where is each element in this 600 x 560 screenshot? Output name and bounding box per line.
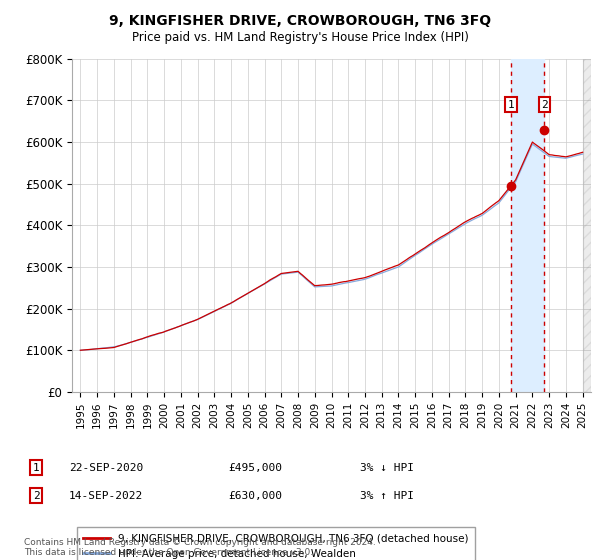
Text: 3% ↑ HPI: 3% ↑ HPI — [360, 491, 414, 501]
Text: 22-SEP-2020: 22-SEP-2020 — [69, 463, 143, 473]
Text: £495,000: £495,000 — [228, 463, 282, 473]
Text: 1: 1 — [508, 100, 514, 110]
Text: £630,000: £630,000 — [228, 491, 282, 501]
Text: 2: 2 — [541, 100, 548, 110]
Legend: 9, KINGFISHER DRIVE, CROWBOROUGH, TN6 3FQ (detached house), HPI: Average price, : 9, KINGFISHER DRIVE, CROWBOROUGH, TN6 3F… — [77, 528, 475, 560]
Text: 3% ↓ HPI: 3% ↓ HPI — [360, 463, 414, 473]
Text: 2: 2 — [32, 491, 40, 501]
Bar — [511, 59, 544, 392]
Text: 1: 1 — [32, 463, 40, 473]
Text: 9, KINGFISHER DRIVE, CROWBOROUGH, TN6 3FQ: 9, KINGFISHER DRIVE, CROWBOROUGH, TN6 3F… — [109, 14, 491, 28]
Text: Contains HM Land Registry data © Crown copyright and database right 2024.
This d: Contains HM Land Registry data © Crown c… — [24, 538, 376, 557]
Text: Price paid vs. HM Land Registry's House Price Index (HPI): Price paid vs. HM Land Registry's House … — [131, 31, 469, 44]
Text: 14-SEP-2022: 14-SEP-2022 — [69, 491, 143, 501]
Bar — [583, 59, 591, 392]
